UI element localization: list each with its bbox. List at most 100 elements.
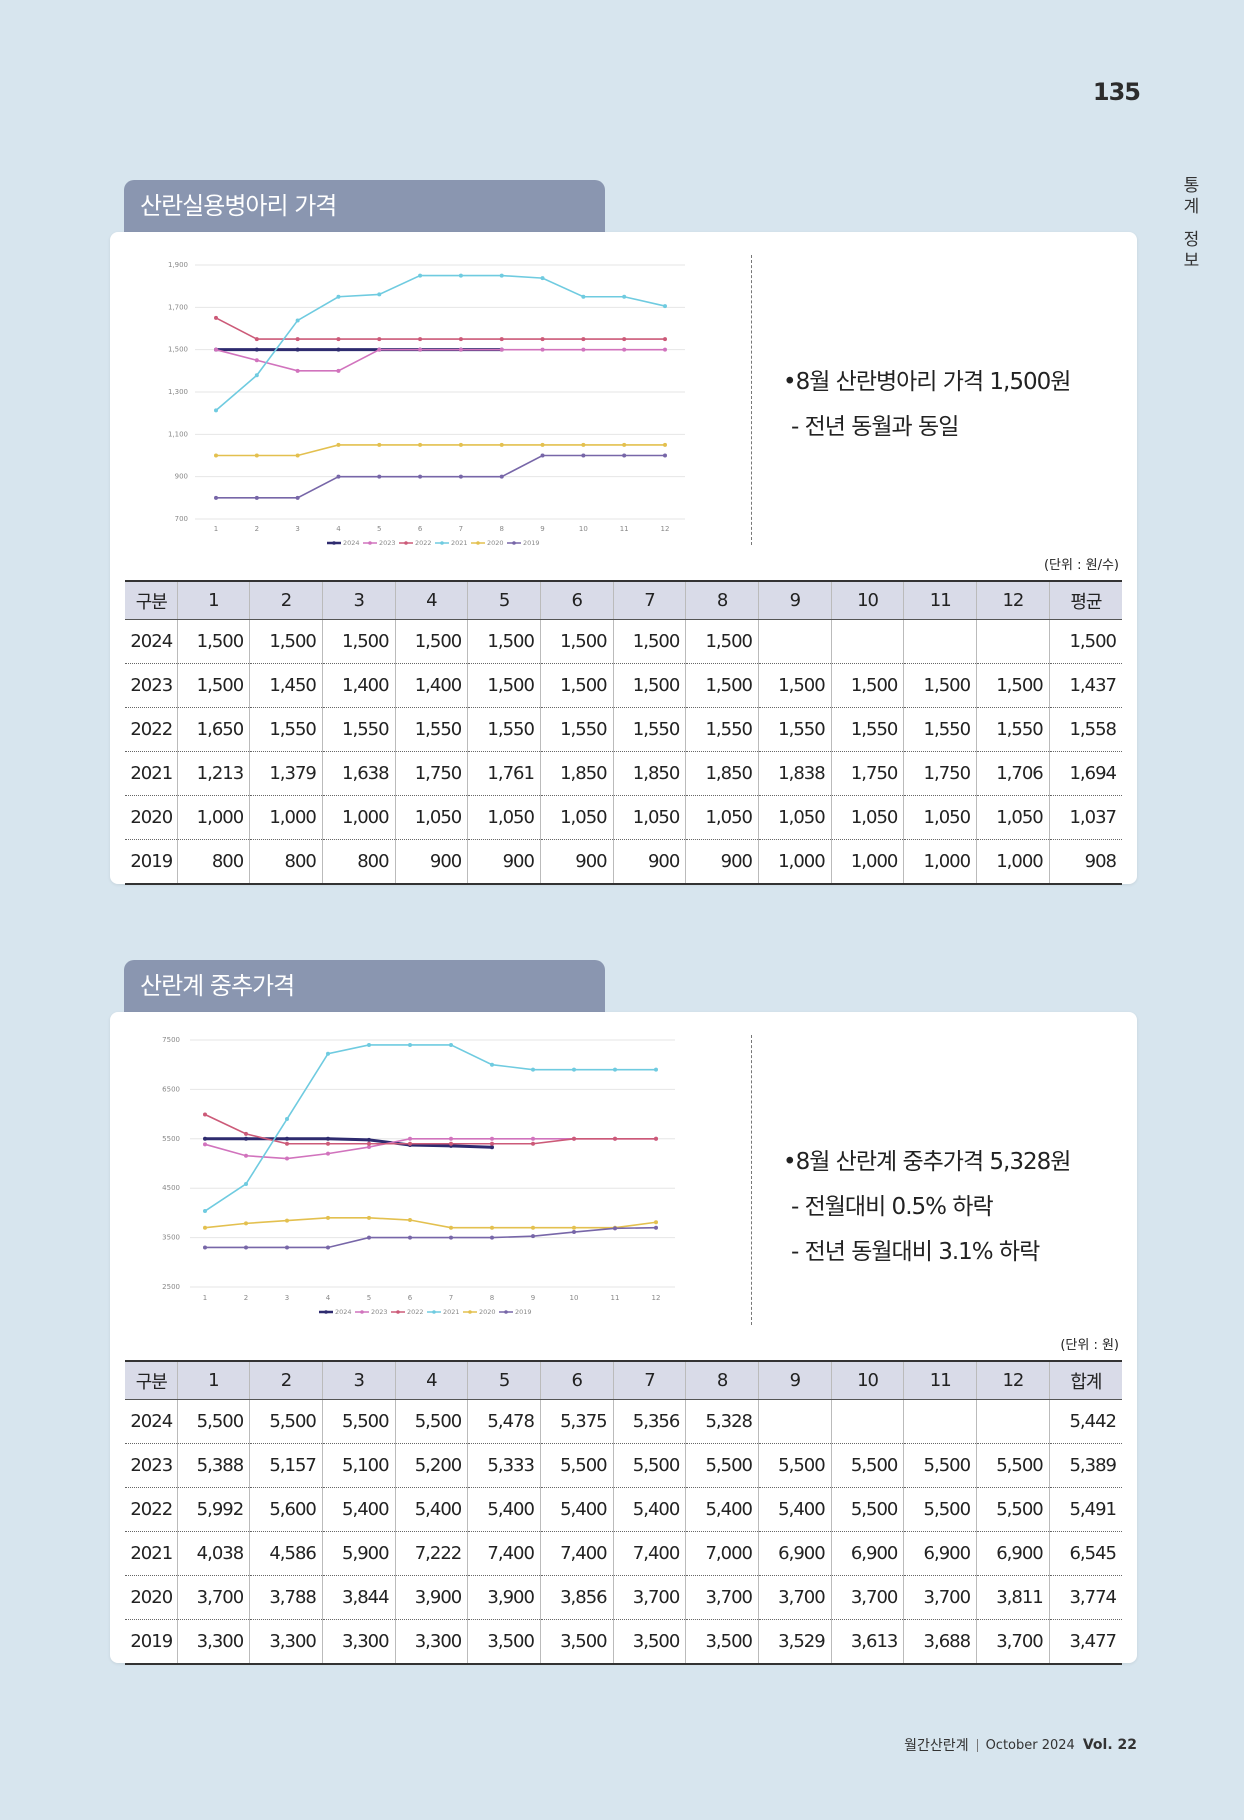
table-cell: 1,500 xyxy=(1048,619,1122,664)
data-point xyxy=(408,1218,412,1223)
data-point xyxy=(285,1117,289,1122)
legend-label: 2021 xyxy=(451,539,468,547)
legend-dot xyxy=(468,1310,472,1314)
table-cell: 3,500 xyxy=(685,1619,759,1665)
row-label: 2024 xyxy=(125,619,177,664)
table-cell: 5,100 xyxy=(321,1443,396,1488)
x-tick-label: 1 xyxy=(214,525,218,533)
data-point xyxy=(326,1051,330,1056)
data-point xyxy=(499,347,504,352)
sub-note: - 전월대비 0.5% 하락 xyxy=(791,1194,994,1220)
table-cell: 3,477 xyxy=(1048,1619,1122,1665)
table-cell: 900 xyxy=(394,839,468,885)
header-cell: 4 xyxy=(394,1360,468,1400)
data-point xyxy=(490,1145,494,1150)
x-tick-label: 1 xyxy=(203,1294,207,1302)
x-tick-label: 11 xyxy=(611,1294,620,1302)
table-cell: 1,050 xyxy=(539,795,614,840)
data-point xyxy=(367,1145,371,1150)
data-point xyxy=(367,1042,371,1047)
table-cell: 5,500 xyxy=(830,1487,904,1532)
table-cell: 1,500 xyxy=(758,663,832,708)
data-point xyxy=(203,1142,207,1147)
legend-label: 2023 xyxy=(379,539,396,547)
table-cell: 900 xyxy=(467,839,541,885)
table-cell: 5,500 xyxy=(321,1399,396,1444)
issue-date: October 2024 xyxy=(985,1737,1075,1753)
data-point xyxy=(490,1062,494,1067)
data-point xyxy=(244,1245,248,1250)
data-point xyxy=(336,337,341,342)
x-tick-label: 12 xyxy=(661,525,670,533)
table-cell: 1,650 xyxy=(176,707,250,752)
table-cell: 6,900 xyxy=(976,1531,1050,1576)
data-point xyxy=(408,1235,412,1240)
data-point xyxy=(254,453,259,458)
x-tick-label: 10 xyxy=(570,1294,579,1302)
data-point xyxy=(244,1136,248,1141)
table-cell: 1,000 xyxy=(249,795,323,840)
table-cell: 1,050 xyxy=(685,795,759,840)
table-cell: 6,900 xyxy=(830,1531,904,1576)
header-cell: 8 xyxy=(685,580,759,620)
x-tick-label: 3 xyxy=(285,1294,289,1302)
data-point xyxy=(654,1136,658,1141)
table-cell: 5,500 xyxy=(830,1443,904,1488)
table-cell: 1,050 xyxy=(758,795,832,840)
data-point xyxy=(418,337,423,342)
table-row: 2021 1,213 1,379 1,638 1,750 1,761 1,850 1,850 1… xyxy=(125,751,1122,796)
divider xyxy=(751,1035,752,1325)
series-line xyxy=(215,348,665,372)
data-point xyxy=(203,1209,207,1214)
header-cell: 3 xyxy=(321,580,396,620)
series-line xyxy=(205,1137,493,1149)
table-cell: 1,550 xyxy=(467,707,541,752)
data-point xyxy=(622,442,627,447)
table-cell: 1,550 xyxy=(539,707,614,752)
table-cell: 1,000 xyxy=(976,839,1050,885)
table-cell: 5,400 xyxy=(394,1487,468,1532)
table-cell: 1,379 xyxy=(249,751,323,796)
table-cell: 5,375 xyxy=(539,1399,614,1444)
data-point xyxy=(244,1131,248,1136)
table-row: 2020 3,700 3,788 3,844 3,900 3,900 3,856 3,700 3… xyxy=(125,1575,1122,1620)
table-cell: 7,222 xyxy=(394,1531,468,1576)
legend-dot xyxy=(432,1310,436,1314)
x-tick-label: 4 xyxy=(336,525,341,533)
table-cell: 1,550 xyxy=(830,707,904,752)
y-tick-label: 700 xyxy=(175,515,188,523)
table-cell: 1,000 xyxy=(321,795,396,840)
header-cell: 10 xyxy=(830,1360,904,1400)
table-cell: 1,050 xyxy=(612,795,686,840)
data-point xyxy=(499,442,504,447)
table-cell: 1,500 xyxy=(612,663,686,708)
row-label: 2023 xyxy=(125,663,177,708)
y-tick-label: 1,700 xyxy=(168,303,188,311)
table-cell: 1,550 xyxy=(903,707,977,752)
table-cell: 1,500 xyxy=(903,663,977,708)
data-point xyxy=(531,1234,535,1239)
legend-label: 2019 xyxy=(523,539,540,547)
table-cell: 5,500 xyxy=(976,1487,1050,1532)
table-cell: 1,000 xyxy=(758,839,832,885)
data-point xyxy=(613,1136,617,1141)
table-cell: 1,550 xyxy=(394,707,468,752)
x-tick-label: 5 xyxy=(377,525,381,533)
x-tick-label: 12 xyxy=(652,1294,661,1302)
data-point xyxy=(326,1136,330,1141)
table-cell: 1,550 xyxy=(612,707,686,752)
side-label: 통계 xyxy=(1179,176,1199,218)
series-line xyxy=(216,454,665,499)
table-cell: 1,750 xyxy=(830,751,904,796)
x-tick-label: 10 xyxy=(579,525,588,533)
table-cell: 1,850 xyxy=(539,751,614,796)
x-tick-label: 11 xyxy=(620,525,629,533)
data-point xyxy=(540,453,545,458)
data-point xyxy=(572,1136,576,1141)
table-cell: 5,500 xyxy=(758,1443,832,1488)
y-tick-label: 4500 xyxy=(162,1184,180,1192)
data-point xyxy=(254,347,259,352)
table-cell: 5,200 xyxy=(394,1443,468,1488)
data-point xyxy=(449,1136,453,1141)
data-point xyxy=(490,1141,494,1146)
